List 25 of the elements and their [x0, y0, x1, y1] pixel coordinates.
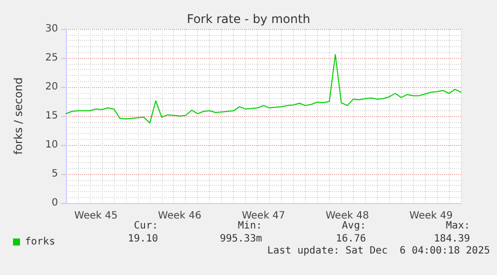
y-axis-title: forks / second — [12, 77, 25, 155]
text: Last update: Sat Dec 6 04:00:18 2025 — [267, 246, 490, 256]
text: Avg: — [342, 220, 366, 232]
text: Max: — [446, 220, 470, 232]
line-series — [66, 54, 462, 124]
legend-label: forks — [25, 236, 56, 248]
y-tick-label: 15 — [45, 110, 58, 122]
x-tick-label: Week 46 — [158, 210, 202, 222]
x-tick-label: Week 45 — [74, 210, 118, 222]
y-tick-label: 5 — [52, 168, 58, 180]
y-tick-label: 20 — [45, 82, 58, 92]
x-tick-label: Week 48 — [326, 210, 369, 222]
text: 16.76 — [336, 234, 366, 244]
text: Cur: — [134, 220, 158, 232]
y-tick-label: 0 — [52, 198, 58, 208]
x-tick-label: Week 49 — [409, 210, 453, 222]
y-tick-label: 10 — [45, 140, 58, 150]
text: Min: — [238, 220, 262, 232]
x-tick-label: Week 47 — [242, 210, 286, 222]
chart-title: Fork rate - by month — [186, 12, 310, 26]
text: 184.39 — [434, 234, 470, 244]
y-tick-label: 25 — [45, 52, 58, 64]
text: 995.33m — [220, 234, 262, 244]
text: 19.10 — [128, 234, 158, 244]
y-tick-label: 30 — [45, 24, 58, 34]
